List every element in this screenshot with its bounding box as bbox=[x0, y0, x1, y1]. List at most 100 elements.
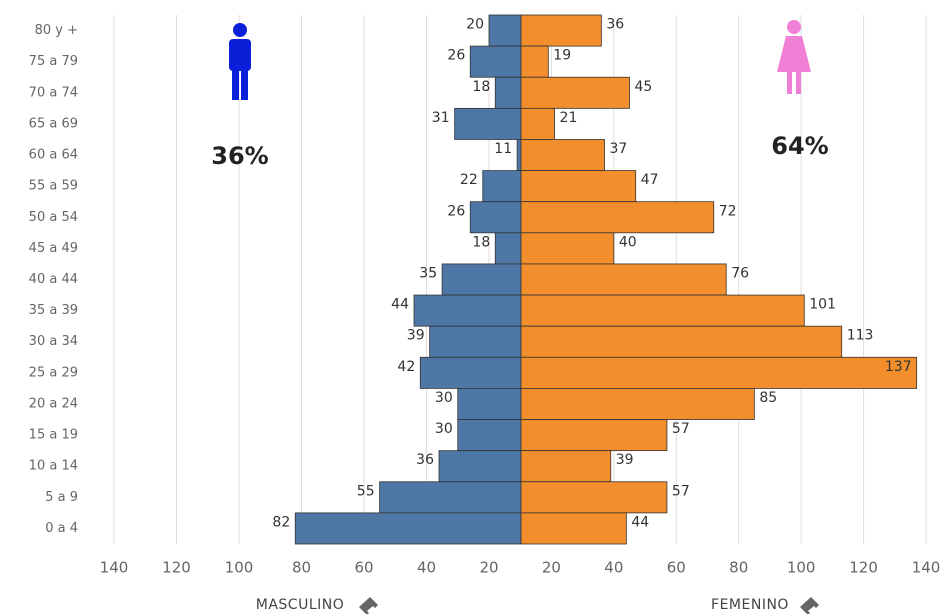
value-label: 35 bbox=[419, 266, 437, 282]
bar bbox=[520, 450, 612, 483]
x-tick-label: 140 bbox=[912, 559, 941, 577]
x-tick-label: 120 bbox=[162, 559, 191, 577]
y-tick-label: 15 a 19 bbox=[29, 428, 78, 443]
value-label: 47 bbox=[641, 172, 659, 188]
y-tick-label: 50 a 54 bbox=[29, 210, 78, 225]
value-label: 19 bbox=[553, 48, 571, 64]
value-label: 45 bbox=[634, 79, 652, 95]
bar bbox=[520, 481, 668, 514]
bar bbox=[520, 325, 843, 358]
x-tick-label: 60 bbox=[354, 559, 373, 577]
bar bbox=[520, 512, 627, 545]
axis-title: FEMENINO bbox=[711, 597, 789, 613]
x-tick-label: 20 bbox=[542, 559, 561, 577]
y-tick-label: 0 a 4 bbox=[45, 521, 78, 536]
value-label: 113 bbox=[847, 328, 874, 344]
value-label: 57 bbox=[672, 483, 690, 499]
value-label: 101 bbox=[809, 297, 836, 313]
bar bbox=[520, 170, 637, 203]
bar bbox=[520, 14, 602, 47]
x-tick-label: 100 bbox=[787, 559, 816, 577]
y-tick-label: 40 a 44 bbox=[29, 272, 78, 287]
bar bbox=[419, 356, 522, 389]
x-tick-label: 120 bbox=[849, 559, 878, 577]
x-tick-label: 60 bbox=[667, 559, 686, 577]
share-annotation: 64% bbox=[771, 132, 828, 160]
share-annotation: 36% bbox=[211, 142, 268, 170]
y-tick-label: 55 a 59 bbox=[29, 179, 78, 194]
value-label: 36 bbox=[416, 452, 434, 468]
value-label: 30 bbox=[435, 421, 453, 437]
y-tick-label: 80 y + bbox=[35, 23, 78, 38]
bar bbox=[520, 201, 715, 234]
y-tick-label: 70 a 74 bbox=[29, 85, 78, 100]
value-label: 18 bbox=[472, 79, 490, 95]
value-label: 57 bbox=[672, 421, 690, 437]
bar bbox=[520, 263, 727, 296]
bar bbox=[520, 232, 615, 265]
axis-title: MASCULINO bbox=[256, 597, 345, 613]
bar bbox=[494, 76, 522, 109]
y-tick-label: 45 a 49 bbox=[29, 241, 78, 256]
x-tick-label: 40 bbox=[417, 559, 436, 577]
bar bbox=[482, 170, 522, 203]
bar bbox=[457, 419, 522, 452]
value-label: 37 bbox=[609, 141, 627, 157]
value-label: 36 bbox=[606, 17, 624, 33]
value-label: 21 bbox=[560, 110, 578, 126]
bar bbox=[520, 388, 755, 420]
pin-icon bbox=[359, 597, 378, 614]
bar bbox=[520, 419, 668, 452]
value-label: 44 bbox=[631, 514, 649, 530]
value-label: 76 bbox=[731, 266, 749, 282]
y-tick-label: 5 a 9 bbox=[45, 490, 78, 505]
bar bbox=[438, 450, 522, 483]
value-label: 44 bbox=[391, 297, 409, 313]
y-tick-label: 35 a 39 bbox=[29, 303, 78, 318]
y-tick-label: 20 a 24 bbox=[29, 396, 78, 411]
value-label: 137 bbox=[885, 359, 912, 375]
value-label: 39 bbox=[407, 328, 425, 344]
value-label: 40 bbox=[619, 234, 637, 250]
value-label: 18 bbox=[472, 234, 490, 250]
x-tick-label: 100 bbox=[225, 559, 254, 577]
value-label: 11 bbox=[494, 141, 512, 157]
bar bbox=[441, 263, 522, 296]
value-label: 42 bbox=[397, 359, 415, 375]
bar bbox=[520, 139, 605, 171]
value-label: 31 bbox=[432, 110, 450, 126]
bar bbox=[413, 294, 522, 327]
value-label: 26 bbox=[447, 203, 465, 219]
value-label: 55 bbox=[357, 483, 375, 499]
bar bbox=[520, 45, 549, 78]
y-tick-label: 30 a 34 bbox=[29, 334, 78, 349]
y-tick-label: 75 a 79 bbox=[29, 54, 78, 69]
bar bbox=[294, 512, 522, 545]
value-label: 30 bbox=[435, 390, 453, 406]
value-label: 85 bbox=[759, 390, 777, 406]
bar bbox=[520, 107, 555, 140]
bar bbox=[469, 45, 522, 78]
y-tick-label: 10 a 14 bbox=[29, 459, 78, 474]
male-icon bbox=[229, 23, 251, 100]
bar bbox=[520, 76, 630, 109]
value-label: 72 bbox=[719, 203, 737, 219]
x-tick-label: 80 bbox=[729, 559, 748, 577]
x-tick-label: 40 bbox=[604, 559, 623, 577]
y-tick-label: 65 a 69 bbox=[29, 116, 78, 131]
female-icon bbox=[777, 20, 811, 94]
bar bbox=[520, 294, 805, 327]
pin-icon bbox=[800, 597, 819, 614]
bar bbox=[494, 232, 522, 265]
x-tick-label: 80 bbox=[292, 559, 311, 577]
bar bbox=[429, 325, 522, 358]
bar bbox=[469, 201, 522, 234]
bar bbox=[457, 388, 522, 420]
x-tick-label: 140 bbox=[100, 559, 129, 577]
bar bbox=[516, 139, 522, 171]
value-label: 22 bbox=[460, 172, 478, 188]
bar bbox=[488, 14, 522, 47]
bar bbox=[454, 107, 522, 140]
value-label: 20 bbox=[466, 17, 484, 33]
